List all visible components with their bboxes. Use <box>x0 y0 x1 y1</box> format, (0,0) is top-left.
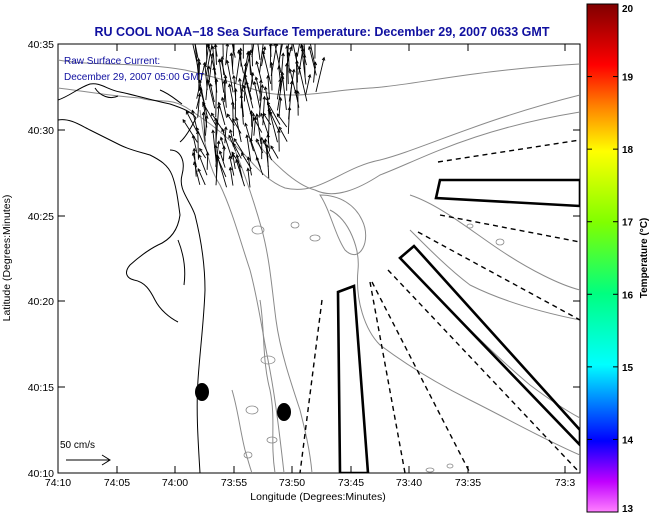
station-dot <box>195 383 209 401</box>
current-label-line1: Raw Surface Current: <box>64 56 160 67</box>
colorbar <box>587 4 618 512</box>
x-tick-label: 73:50 <box>279 477 305 489</box>
colorbar-label: Temperature (°C) <box>639 218 650 299</box>
y-tick-label: 40:30 <box>28 125 54 137</box>
x-tick-label: 73:3 <box>555 477 576 489</box>
station-dot <box>277 403 291 421</box>
colorbar-tick-label: 19 <box>622 73 634 84</box>
x-tick-label: 74:05 <box>104 477 130 489</box>
x-tick-label: 73:40 <box>396 477 422 489</box>
colorbar-tick-label: 13 <box>622 504 634 515</box>
map-title: RU COOL NOAA−18 Sea Surface Temperature:… <box>95 25 550 39</box>
colorbar-tick-label: 18 <box>622 145 634 156</box>
x-tick-label: 74:00 <box>162 477 188 489</box>
current-label-line2: December 29, 2007 05:00 GMT <box>64 72 205 83</box>
x-axis-label: Longitude (Degrees:Minutes) <box>250 491 385 503</box>
colorbar-tick-label: 20 <box>622 4 634 15</box>
y-tick-label: 40:10 <box>28 468 54 480</box>
x-tick-label: 73:35 <box>455 477 481 489</box>
plot-frame <box>58 44 580 473</box>
colorbar-tick-label: 15 <box>622 363 634 374</box>
colorbar-tick-label: 16 <box>622 290 634 301</box>
y-tick-label: 40:15 <box>28 382 54 394</box>
y-tick-label: 40:35 <box>28 39 54 51</box>
colorbar-tick-label: 17 <box>622 218 634 229</box>
y-tick-label: 40:20 <box>28 296 54 308</box>
colorbar-tick-label: 14 <box>622 435 634 446</box>
x-tick-label: 73:45 <box>338 477 364 489</box>
y-tick-label: 40:25 <box>28 211 54 223</box>
y-axis-label: Latitude (Degrees:Minutes) <box>1 195 13 322</box>
scale-arrow-label: 50 cm/s <box>60 440 95 451</box>
x-tick-label: 73:55 <box>221 477 247 489</box>
